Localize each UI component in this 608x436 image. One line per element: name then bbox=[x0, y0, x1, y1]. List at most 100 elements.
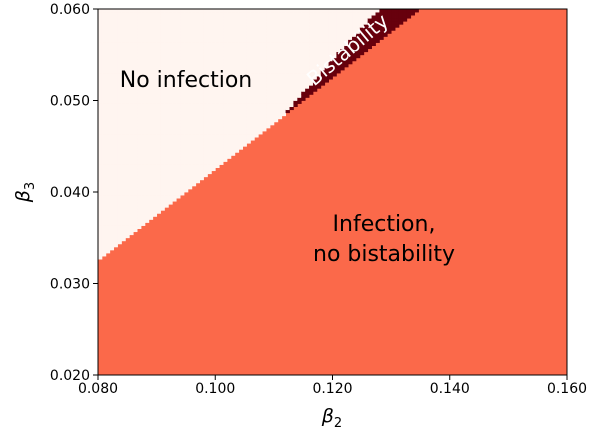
cell-no-infection bbox=[164, 165, 168, 168]
cell-no-infection bbox=[110, 229, 114, 232]
cell-no-infection bbox=[204, 171, 208, 174]
cell-no-infection bbox=[204, 149, 208, 152]
cell-no-infection bbox=[98, 216, 102, 219]
cell-no-infection bbox=[149, 110, 153, 113]
cell-no-infection bbox=[121, 201, 125, 204]
cell-no-infection bbox=[239, 101, 243, 104]
cell-no-infection bbox=[145, 110, 149, 113]
cell-no-infection bbox=[227, 55, 231, 58]
cell-no-infection bbox=[141, 162, 145, 165]
cell-no-infection bbox=[204, 134, 208, 137]
cell-no-infection bbox=[98, 9, 102, 12]
cell-no-infection bbox=[368, 9, 372, 12]
cell-no-infection bbox=[211, 113, 215, 116]
cell-no-infection bbox=[114, 52, 118, 55]
cell-no-infection bbox=[98, 137, 102, 140]
cell-no-infection bbox=[290, 61, 294, 64]
cell-no-infection bbox=[219, 104, 223, 107]
cell-no-infection bbox=[200, 46, 204, 49]
cell-no-infection bbox=[274, 49, 278, 52]
cell-no-infection bbox=[106, 192, 110, 195]
cell-no-infection bbox=[211, 131, 215, 134]
cell-no-infection bbox=[219, 107, 223, 110]
cell-no-infection bbox=[157, 180, 161, 183]
cell-no-infection bbox=[262, 58, 266, 61]
cell-no-infection bbox=[102, 73, 106, 76]
cell-no-infection bbox=[188, 113, 192, 116]
cell-no-infection bbox=[200, 146, 204, 149]
cell-no-infection bbox=[118, 94, 122, 97]
cell-no-infection bbox=[145, 104, 149, 107]
cell-no-infection bbox=[258, 85, 262, 88]
cell-no-infection bbox=[153, 94, 157, 97]
cell-no-infection bbox=[282, 107, 286, 110]
cell-no-infection bbox=[145, 174, 149, 177]
cell-no-infection bbox=[196, 128, 200, 131]
cell-no-infection bbox=[258, 107, 262, 110]
cell-no-infection bbox=[262, 55, 266, 58]
cell-no-infection bbox=[114, 97, 118, 100]
cell-bistability bbox=[411, 12, 415, 15]
cell-no-infection bbox=[149, 12, 153, 15]
cell-no-infection bbox=[204, 21, 208, 24]
cell-no-infection bbox=[329, 12, 333, 15]
cell-no-infection bbox=[161, 180, 165, 183]
cell-no-infection bbox=[262, 70, 266, 73]
cell-no-infection bbox=[125, 113, 129, 116]
cell-no-infection bbox=[118, 219, 122, 222]
cell-no-infection bbox=[196, 125, 200, 128]
cell-no-infection bbox=[290, 9, 294, 12]
cell-no-infection bbox=[118, 213, 122, 216]
cell-no-infection bbox=[168, 33, 172, 36]
cell-no-infection bbox=[153, 201, 157, 204]
cell-no-infection bbox=[164, 122, 168, 125]
cell-no-infection bbox=[172, 36, 176, 39]
cell-no-infection bbox=[250, 125, 254, 128]
cell-no-infection bbox=[168, 155, 172, 158]
cell-no-infection bbox=[114, 146, 118, 149]
cell-no-infection bbox=[278, 113, 282, 116]
cell-no-infection bbox=[168, 183, 172, 186]
cell-no-infection bbox=[266, 113, 270, 116]
cell-no-infection bbox=[231, 110, 235, 113]
cell-no-infection bbox=[157, 183, 161, 186]
y-axis-label: β3 bbox=[12, 182, 38, 203]
cell-no-infection bbox=[274, 21, 278, 24]
cell-no-infection bbox=[129, 128, 133, 131]
cell-no-infection bbox=[118, 189, 122, 192]
cell-no-infection bbox=[200, 149, 204, 152]
cell-no-infection bbox=[164, 33, 168, 36]
cell-no-infection bbox=[172, 61, 176, 64]
cell-no-infection bbox=[114, 9, 118, 12]
cell-no-infection bbox=[102, 97, 106, 100]
cell-no-infection bbox=[235, 104, 239, 107]
cell-no-infection bbox=[258, 76, 262, 79]
cell-no-infection bbox=[254, 82, 258, 85]
cell-no-infection bbox=[176, 94, 180, 97]
cell-no-infection bbox=[118, 125, 122, 128]
cell-no-infection bbox=[98, 55, 102, 58]
cell-no-infection bbox=[204, 15, 208, 18]
cell-no-infection bbox=[301, 61, 305, 64]
cell-no-infection bbox=[125, 97, 129, 100]
cell-no-infection bbox=[157, 12, 161, 15]
cell-no-infection bbox=[231, 152, 235, 155]
cell-no-infection bbox=[133, 195, 137, 198]
cell-no-infection bbox=[239, 58, 243, 61]
cell-no-infection bbox=[278, 64, 282, 67]
cell-no-infection bbox=[129, 171, 133, 174]
cell-no-infection bbox=[219, 101, 223, 104]
cell-no-infection bbox=[223, 149, 227, 152]
cell-no-infection bbox=[254, 101, 258, 104]
cell-no-infection bbox=[254, 76, 258, 79]
cell-no-infection bbox=[297, 91, 301, 94]
cell-no-infection bbox=[106, 116, 110, 119]
cell-no-infection bbox=[129, 9, 133, 12]
cell-no-infection bbox=[192, 15, 196, 18]
cell-no-infection bbox=[247, 116, 251, 119]
cell-no-infection bbox=[118, 216, 122, 219]
cell-no-infection bbox=[98, 143, 102, 146]
cell-no-infection bbox=[360, 12, 364, 15]
cell-no-infection bbox=[125, 146, 129, 149]
cell-no-infection bbox=[286, 18, 290, 21]
